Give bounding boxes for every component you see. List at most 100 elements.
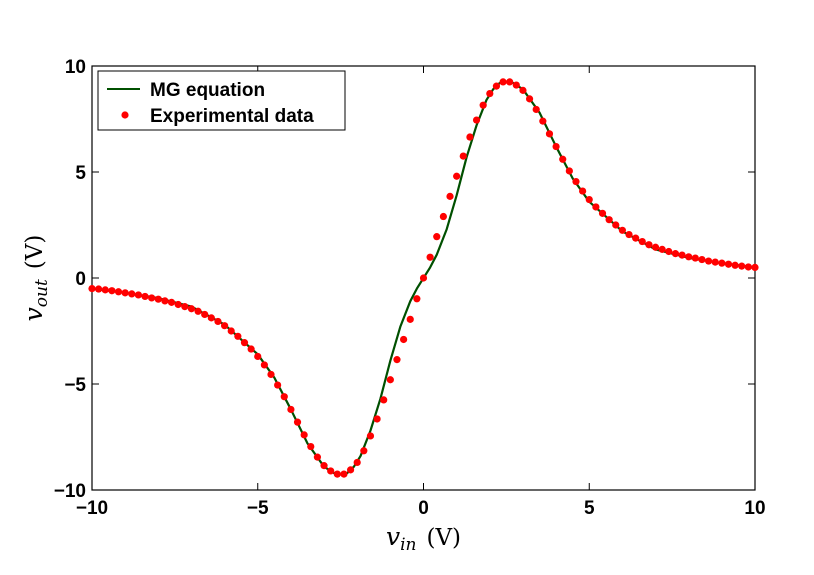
data-point [293, 418, 302, 426]
data-point [187, 305, 196, 313]
legend-marker-swatch [121, 111, 129, 119]
data-point [307, 442, 315, 451]
data-point [691, 254, 699, 262]
data-point [194, 307, 202, 315]
data-point [618, 226, 627, 234]
legend-box [97, 70, 346, 131]
data-point [439, 212, 447, 221]
data-point [698, 255, 706, 264]
y-axis-label-unit: (V) [22, 235, 48, 270]
data-point [419, 274, 428, 282]
data-point [598, 209, 607, 217]
tick-labels: −10 −5 0 5 10 −10 −5 0 5 10 [54, 57, 766, 519]
data-point [704, 257, 713, 265]
data-point [751, 263, 759, 271]
data-point [327, 467, 335, 475]
data-point [479, 101, 487, 109]
data-point [346, 466, 355, 474]
data-point [638, 237, 646, 246]
y-axis-label: vout (V) [19, 235, 52, 322]
data-point [459, 152, 467, 160]
data-point [486, 89, 494, 98]
x-axis-label-unit: (V) [426, 525, 461, 551]
data-point [101, 286, 109, 294]
plot-series [88, 78, 759, 478]
data-point [267, 370, 275, 379]
x-axis-label-main: v [386, 522, 400, 551]
y-tick-label: 5 [75, 163, 86, 184]
data-point [559, 155, 567, 163]
data-point [313, 453, 322, 461]
data-point [287, 405, 295, 414]
data-point [738, 262, 746, 270]
data-point [645, 241, 653, 249]
x-tick-label: −5 [247, 498, 269, 519]
data-point [612, 221, 620, 229]
y-axis-label-main: v [19, 307, 48, 321]
data-point [592, 203, 600, 211]
data-point [234, 332, 242, 340]
data-point [247, 345, 255, 353]
y-tick-label: −10 [54, 481, 86, 502]
data-point [632, 234, 640, 242]
data-point [366, 432, 375, 440]
data-point [426, 253, 434, 261]
data-point [731, 261, 739, 269]
data-point [512, 81, 520, 89]
data-point [671, 250, 680, 258]
legend-entry-experimental-data: Experimental data [150, 106, 314, 127]
data-point [572, 177, 580, 186]
data-point [114, 288, 123, 296]
data-point [446, 192, 454, 200]
legend-entry-mg-equation: MG equation [150, 80, 265, 101]
data-point [128, 290, 136, 298]
data-point [108, 287, 116, 295]
y-tick-label: 0 [75, 269, 86, 290]
data-point [333, 470, 341, 478]
x-tick-label: 5 [584, 498, 595, 519]
data-point [227, 327, 235, 335]
data-point [260, 361, 268, 369]
x-tick-label: 10 [744, 498, 765, 519]
data-point [413, 295, 421, 303]
data-point [724, 260, 733, 268]
data-point [651, 243, 660, 251]
data-point [148, 294, 156, 302]
data-point [506, 78, 514, 86]
data-point [280, 393, 288, 401]
data-point [678, 251, 686, 259]
data-point [466, 133, 474, 141]
data-point [254, 352, 262, 361]
data-point [154, 295, 162, 303]
data-point [492, 82, 501, 90]
data-point [161, 297, 169, 305]
data-point [605, 216, 613, 224]
data-point [386, 376, 394, 384]
data-point [320, 462, 328, 470]
x-axis-label-sub: in [400, 535, 416, 555]
data-point [433, 233, 441, 241]
y-axis-label-sub: out [32, 279, 52, 307]
x-axis-label: vin (V) [386, 522, 461, 555]
data-point [453, 172, 461, 180]
data-point [201, 310, 209, 319]
data-point [579, 187, 587, 195]
data-point [685, 253, 693, 261]
data-point [499, 78, 507, 86]
data-point [141, 292, 149, 301]
data-point [519, 86, 527, 94]
data-point [718, 259, 726, 267]
data-point [174, 300, 182, 309]
data-point [545, 130, 554, 138]
data-point [525, 95, 534, 103]
data-point [625, 230, 633, 239]
data-point [665, 247, 673, 256]
data-point [221, 322, 229, 330]
x-tick-label: −10 [76, 498, 108, 519]
data-point [400, 335, 408, 344]
data-point [552, 142, 560, 151]
data-point [711, 258, 719, 266]
data-point [340, 470, 348, 478]
data-point [95, 285, 103, 293]
